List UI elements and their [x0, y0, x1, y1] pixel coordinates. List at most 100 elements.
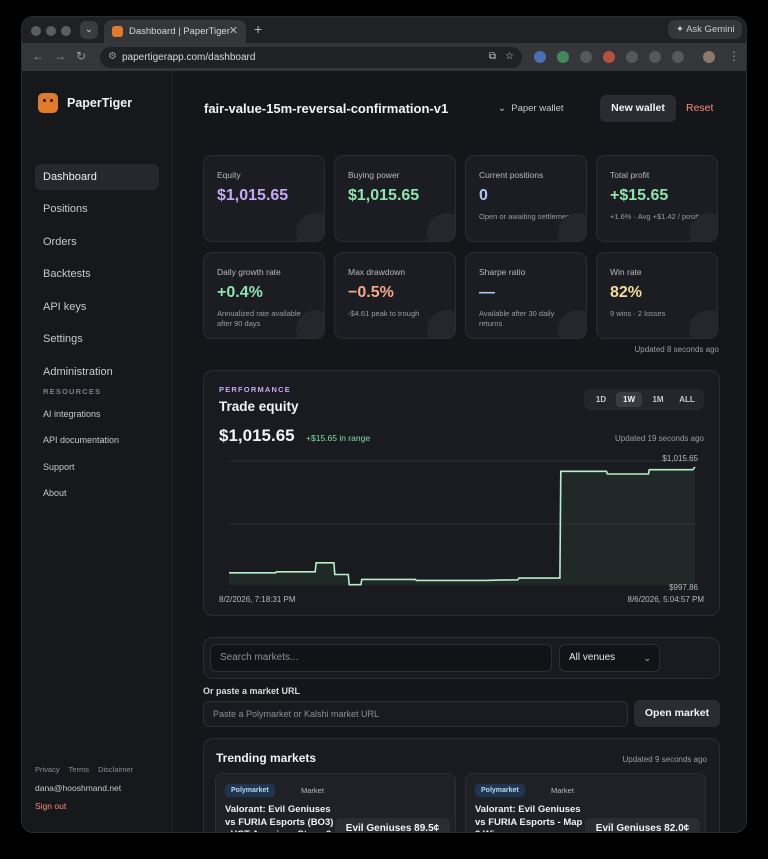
back-arrow-icon[interactable]: ← — [32, 49, 44, 63]
browser-toolbar: ← → ↻ ⚙ papertigerapp.com/dashboard ⧉ ☆ … — [22, 43, 746, 71]
stat-card-max-drawdown: Max drawdown −0.5% -$4.61 peak to trough — [334, 252, 456, 339]
stat-value: 82% — [610, 284, 643, 301]
new-tab-icon[interactable]: + — [254, 21, 263, 37]
market-card[interactable]: Polymarket Market Valorant: Evil Geniuse… — [215, 773, 456, 832]
sidebar-item-dashboard[interactable]: Dashboard — [35, 164, 159, 190]
maximize-window-button[interactable] — [61, 26, 71, 36]
market-card[interactable]: Polymarket Market Valorant: Evil Geniuse… — [465, 773, 706, 832]
stats-updated: Updated 8 seconds ago — [634, 345, 719, 354]
resource-support[interactable]: Support — [43, 462, 75, 472]
stat-card-equity: Equity $1,015.65 — [203, 155, 325, 242]
range-1d-button[interactable]: 1D — [595, 395, 607, 404]
range-1w-button[interactable]: 1W — [616, 392, 642, 407]
outcome-price-button[interactable]: Evil Geniuses 89.5¢ — [335, 818, 450, 832]
stat-label: Max drawdown — [348, 267, 406, 277]
tab-strip: ⌄ Dashboard | PaperTiger ✕ + ✦ Ask Gemin… — [22, 17, 746, 43]
extension-1-icon[interactable] — [534, 51, 546, 63]
resource-about[interactable]: About — [43, 488, 67, 498]
bookmark-star-icon[interactable]: ☆ — [505, 51, 514, 62]
user-email: dana@hooshmand.net — [35, 783, 122, 793]
forward-arrow-icon[interactable]: → — [54, 49, 66, 63]
main-content: fair-value-15m-reversal-confirmation-v1 … — [174, 71, 746, 832]
new-wallet-button[interactable]: New wallet — [600, 95, 676, 122]
disclaimer-link[interactable]: Disclaimer — [98, 765, 134, 774]
sign-out-link[interactable]: Sign out — [35, 801, 67, 811]
stat-value: $1,015.65 — [217, 187, 289, 204]
extension-5-icon[interactable] — [626, 51, 638, 63]
stat-subtext: 9 wins · 2 losses — [610, 309, 666, 318]
stat-subtext: +1.6% · Avg +$1.42 / position — [610, 212, 708, 221]
market-title: Valorant: Evil Geniuses vs FURIA Esports… — [225, 804, 334, 832]
market-url-input[interactable]: Paste a Polymarket or Kalshi market URL — [203, 701, 628, 727]
terms-link[interactable]: Terms — [68, 765, 89, 774]
resource-ai-integrations[interactable]: AI integrations — [43, 409, 101, 419]
resources-heading: RESOURCES — [43, 387, 102, 396]
reload-icon[interactable]: ↻ — [76, 49, 87, 63]
venue-badge: Polymarket — [475, 784, 525, 797]
browser-tab[interactable]: Dashboard | PaperTiger ✕ — [104, 20, 246, 43]
x-end-label: 8/6/2026, 5:04:57 PM — [628, 595, 705, 604]
privacy-link[interactable]: Privacy — [35, 765, 60, 774]
performance-title: Trade equity — [219, 399, 299, 414]
tab-search-button[interactable]: ⌄ — [80, 21, 98, 39]
extension-3-icon[interactable] — [580, 51, 592, 63]
wallet-selector[interactable]: ⌄ Paper wallet — [498, 103, 564, 114]
reset-button[interactable]: Reset — [686, 102, 714, 114]
chevron-down-icon: ⌄ — [84, 24, 94, 35]
sidebar-item-api-keys[interactable]: API keys — [43, 301, 87, 313]
range-selector: 1D 1W 1M ALL — [584, 389, 704, 410]
extension-6-icon[interactable] — [649, 51, 661, 63]
stat-label: Sharpe ratio — [479, 267, 526, 277]
wallet-name: fair-value-15m-reversal-confirmation-v1 — [204, 101, 449, 116]
app-root: PaperTiger Dashboard Positions Orders Ba… — [22, 71, 746, 832]
extension-4-icon[interactable] — [603, 51, 615, 63]
close-window-button[interactable] — [31, 26, 41, 36]
y-min-label: $997.86 — [669, 583, 698, 592]
address-bar[interactable]: ⚙ papertigerapp.com/dashboard ⧉ ☆ — [100, 47, 522, 68]
kebab-menu-icon[interactable]: ⋮ — [728, 49, 740, 63]
profile-avatar[interactable] — [703, 51, 715, 63]
venue-badge: Polymarket — [225, 784, 275, 797]
sidebar-item-administration[interactable]: Administration — [43, 366, 113, 378]
minimize-window-button[interactable] — [46, 26, 56, 36]
extension-2-icon[interactable] — [557, 51, 569, 63]
sidebar-item-settings[interactable]: Settings — [43, 333, 83, 345]
browser-window: ⌄ Dashboard | PaperTiger ✕ + ✦ Ask Gemin… — [21, 16, 747, 833]
range-all-button[interactable]: ALL — [679, 395, 695, 404]
sidebar-item-positions[interactable]: Positions — [43, 203, 88, 215]
market-search-card: Search markets... All venues ⌄ — [203, 637, 720, 679]
paste-url-label: Or paste a market URL — [203, 686, 301, 696]
performance-eyebrow: PERFORMANCE — [219, 385, 291, 394]
open-market-button[interactable]: Open market — [634, 700, 720, 727]
stat-value: — — [479, 284, 495, 301]
ask-gemini-button[interactable]: ✦ Ask Gemini — [668, 20, 742, 39]
equity-chart: $1,015.65 $997.86 8/2/2026, 7:18:31 PM 8… — [219, 454, 705, 604]
sidebar-item-backtests[interactable]: Backtests — [43, 268, 91, 280]
close-tab-icon[interactable]: ✕ — [228, 25, 238, 37]
install-app-icon[interactable]: ⧉ — [488, 51, 496, 62]
equity-line — [229, 466, 696, 586]
resource-api-documentation[interactable]: API documentation — [43, 435, 120, 445]
sidebar-item-orders[interactable]: Orders — [43, 236, 77, 248]
stat-card-win-rate: Win rate 82% 9 wins · 2 losses — [596, 252, 718, 339]
stat-label: Current positions — [479, 170, 544, 180]
range-1m-button[interactable]: 1M — [652, 395, 664, 404]
equity-area — [229, 467, 695, 585]
site-settings-icon[interactable]: ⚙ — [108, 51, 117, 62]
stat-label: Equity — [217, 170, 241, 180]
extensions-puzzle-icon[interactable] — [672, 51, 684, 63]
stat-card-current-positions: Current positions 0 Open or awaiting settl… — [465, 155, 587, 242]
stat-subtext: -$4.61 peak to trough — [348, 309, 420, 318]
outcome-price-button[interactable]: Evil Geniuses 82.0¢ — [585, 818, 700, 832]
trending-updated: Updated 9 seconds ago — [622, 755, 707, 764]
stat-subtext: Open or awaiting settlement — [479, 212, 573, 221]
trending-markets-panel: Trending markets Updated 9 seconds ago P… — [203, 738, 720, 832]
performance-value: $1,015.65 — [219, 426, 295, 445]
market-kind: Market — [301, 786, 324, 795]
stat-value: +0.4% — [217, 284, 263, 301]
stat-card-total-profit: Total profit +$15.65 +1.6% · Avg +$1.42 / … — [596, 155, 718, 242]
venue-select[interactable]: All venues ⌄ — [559, 644, 660, 672]
search-input[interactable]: Search markets... — [210, 644, 552, 672]
stat-label: Daily growth rate — [217, 267, 281, 277]
tiger-favicon-icon — [112, 26, 123, 37]
